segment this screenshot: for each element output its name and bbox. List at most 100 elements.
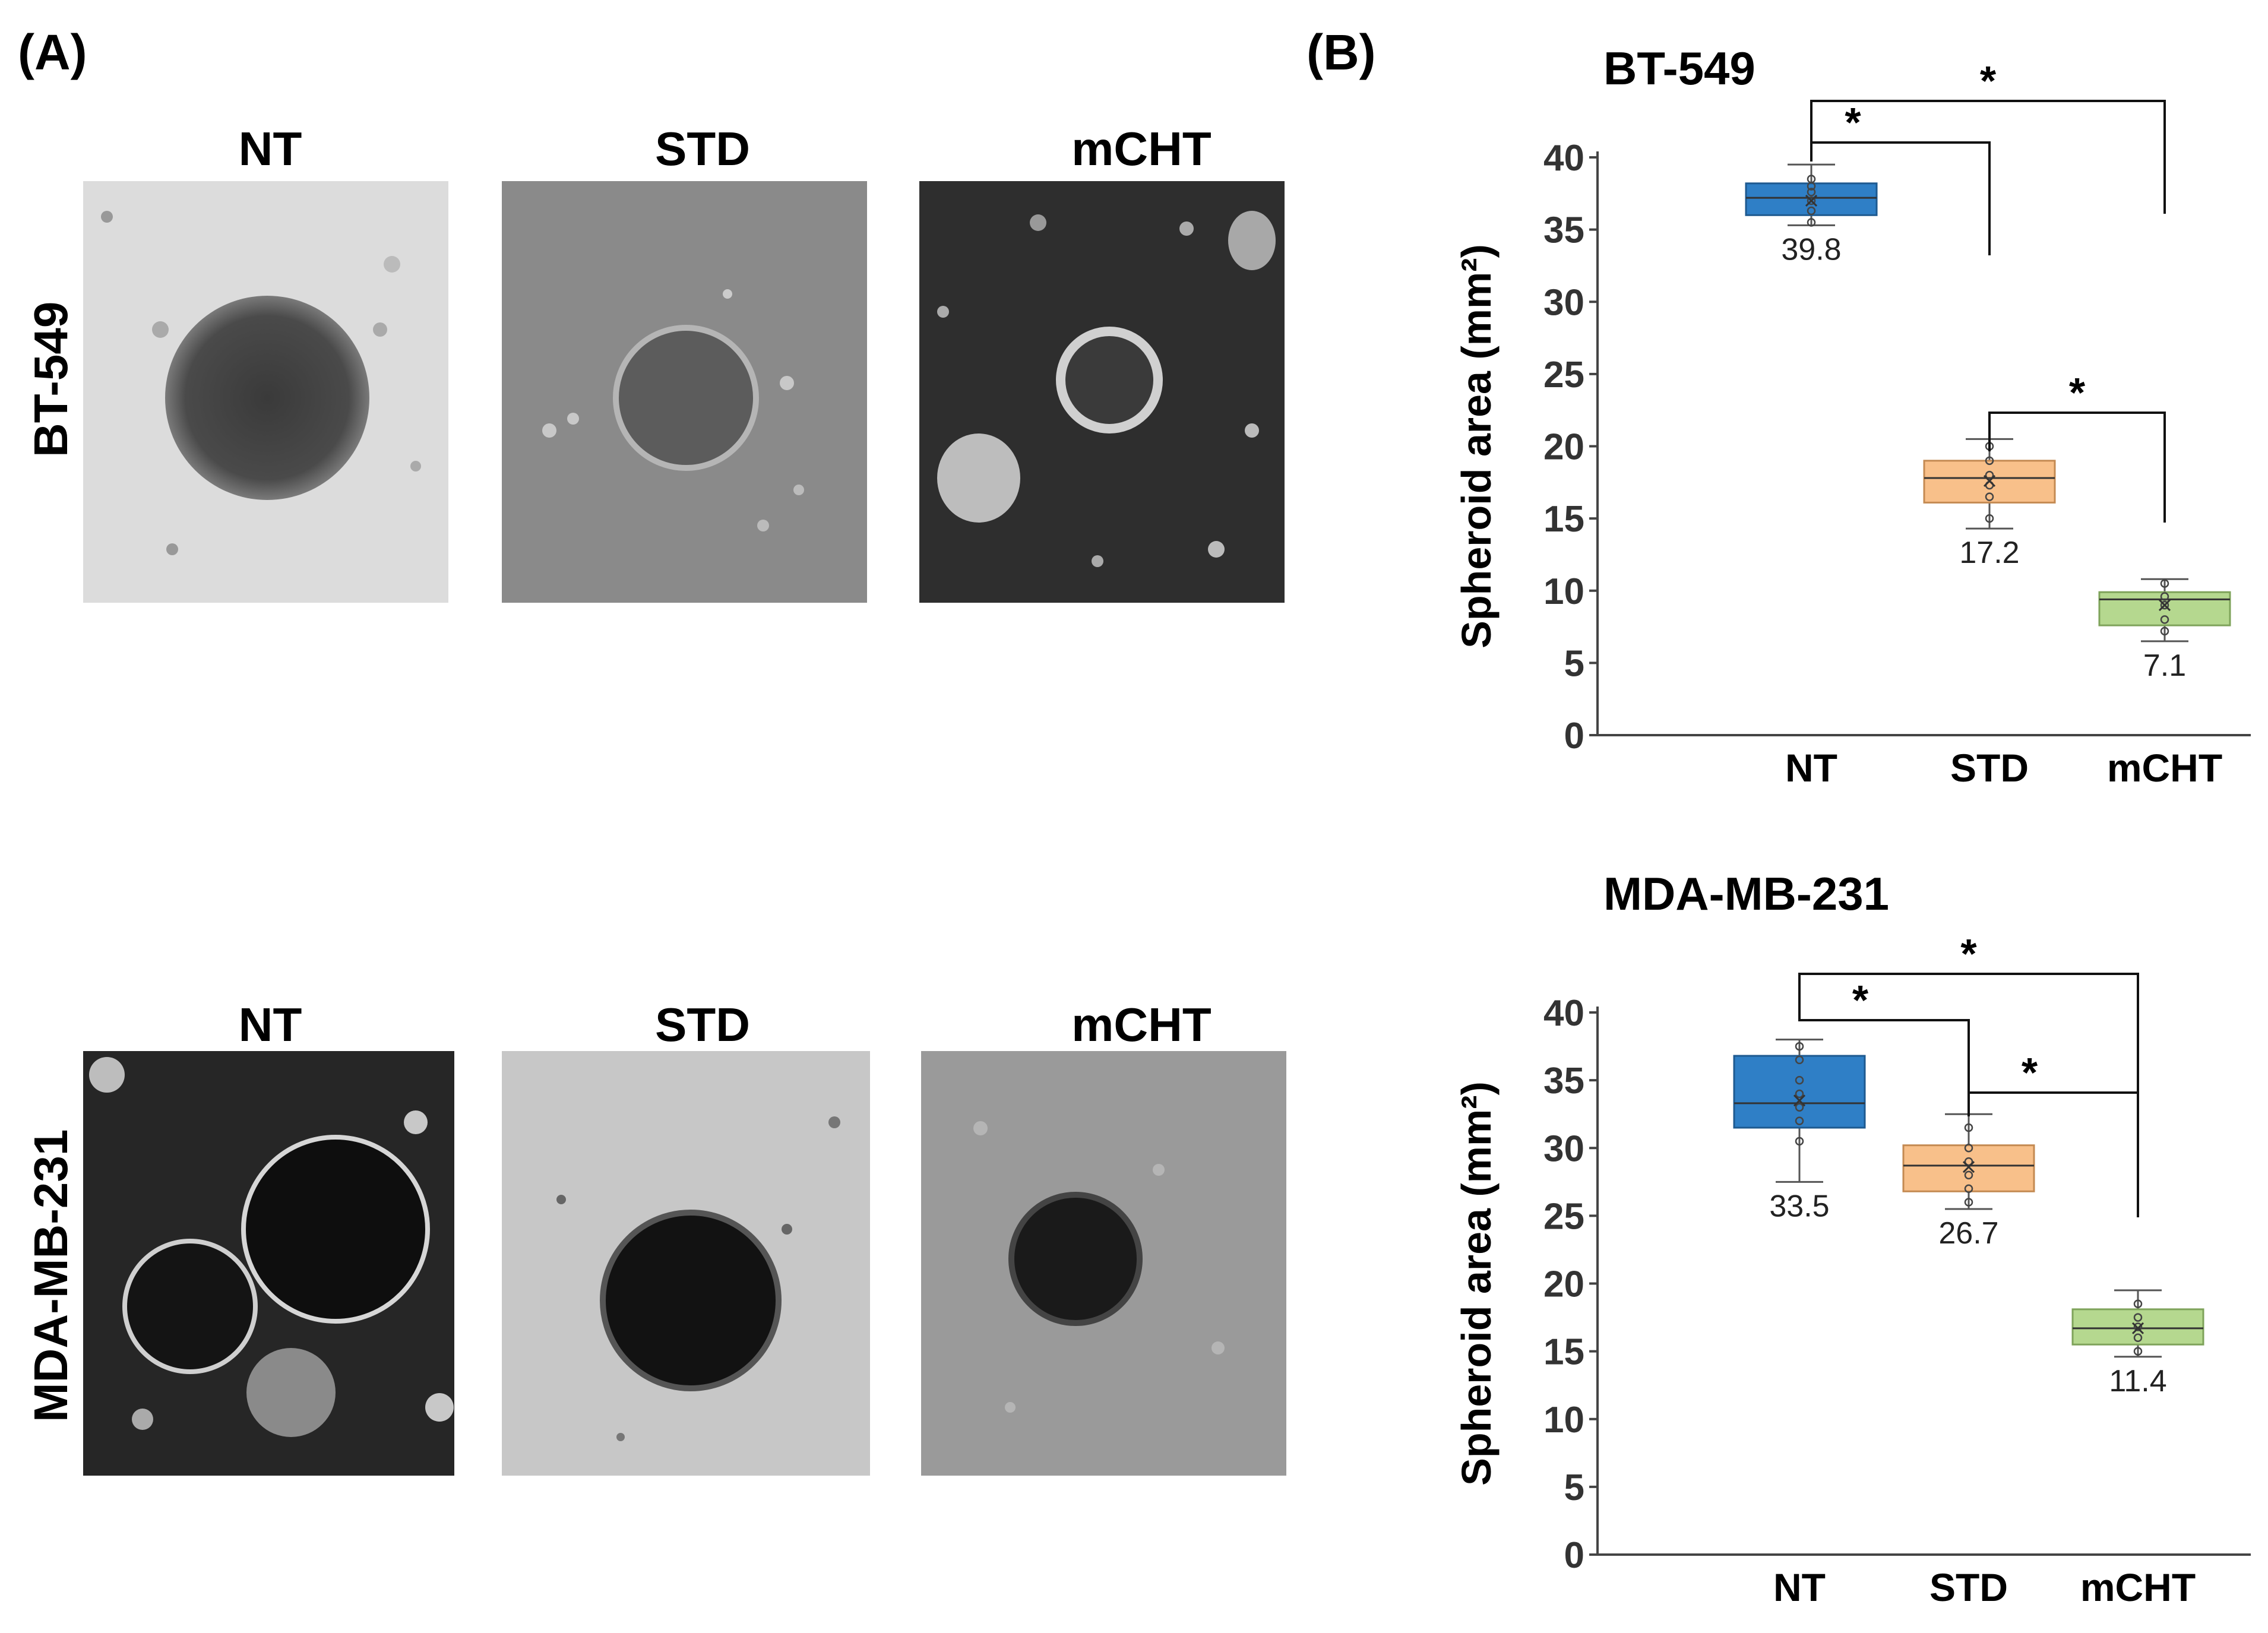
chart2-y-tick-label: 10	[1543, 1400, 1584, 1441]
chart1-y-axis-label: Spheroid area (mm²)	[1453, 244, 1500, 648]
chart2-data-point	[2133, 1322, 2143, 1331]
chart2-y-tick-label: 20	[1543, 1264, 1584, 1305]
micrograph-mda-nt	[83, 1051, 454, 1476]
chart2-data-point	[1964, 1198, 1973, 1207]
chart2-y-axis-label: Spheroid area (mm²)	[1453, 1081, 1500, 1486]
chart2-value-label: 33.5	[1769, 1189, 1829, 1223]
chart2-data-point	[1795, 1089, 1804, 1099]
chart2-significance-bracket	[1968, 1091, 2139, 1217]
chart2-mean-marker	[2131, 1322, 2144, 1334]
chart2-data-point	[1964, 1184, 1973, 1193]
chart1-y-tick-label: 25	[1543, 355, 1584, 395]
chart1-y-tick-label: 40	[1543, 138, 1584, 179]
boxplot-chart-mda-mb-231: MDA-MB-231 Spheroid area (mm²) 0 5 10 15 20 25 3…	[1453, 868, 2251, 1609]
chart2-y-tick-label: 15	[1543, 1332, 1584, 1373]
chart2-box-std	[1902, 1144, 2035, 1192]
chart2-data-point	[2133, 1313, 2143, 1322]
chart2-significance-star: *	[1852, 977, 1869, 1023]
row-label-mda-mb-231: MDA-MB-231	[24, 1129, 77, 1422]
chart1-y-tick-label: 35	[1543, 210, 1584, 251]
chart2-data-point	[1795, 1042, 1804, 1051]
row-label-bt549: BT-549	[24, 301, 77, 457]
chart2-data-point	[1795, 1075, 1804, 1085]
chart1-value-label: 17.2	[1959, 536, 2019, 570]
chart2-value-label: 11.4	[2109, 1364, 2166, 1398]
chart2-data-point	[2133, 1347, 2143, 1356]
chart1-significance-bracket	[1810, 100, 2166, 214]
chart1-y-tick-label: 15	[1543, 499, 1584, 540]
chart1-data-point	[1807, 218, 1816, 227]
column-label-nt-row2: NT	[238, 998, 302, 1051]
chart2-title: MDA-MB-231	[1603, 868, 1889, 920]
micrograph-bt549-std	[502, 181, 867, 603]
chart1-data-point	[1807, 196, 1816, 205]
chart2-y-tick-label: 25	[1543, 1196, 1584, 1237]
chart2-mean-marker	[1793, 1094, 1806, 1107]
chart2-value-label: 26.7	[1938, 1216, 1998, 1251]
chart2-data-point	[1964, 1144, 1973, 1153]
chart2-data-point	[1964, 1157, 1973, 1166]
chart1-data-point	[1807, 206, 1816, 216]
chart1-mean-marker	[2158, 599, 2171, 612]
chart2-y-tick-label: 5	[1564, 1467, 1584, 1508]
panel-b-label: (B)	[1307, 24, 1376, 80]
chart1-data-point	[1985, 514, 1994, 523]
chart2-significance-bracket	[1798, 973, 2139, 1102]
chart1-x-tick-label: STD	[1950, 746, 2029, 790]
chart1-significance-bracket	[1988, 412, 2166, 523]
chart2-data-point	[1964, 1170, 1973, 1180]
chart2-significance-star: *	[2022, 1049, 2038, 1096]
chart2-data-point	[1795, 1055, 1804, 1065]
chart1-y-tick-label: 0	[1564, 716, 1584, 757]
chart1-data-point	[2160, 579, 2169, 588]
chart2-x-tick-label: mCHT	[2080, 1565, 2196, 1609]
boxplot-chart-bt549: BT-549 Spheroid area (mm²) 0 5 10 15 20 25 30 35 4…	[1453, 42, 2251, 790]
chart1-significance-star: *	[2069, 369, 2086, 416]
chart1-data-point	[1807, 188, 1816, 197]
column-label-mcht-row2: mCHT	[1071, 998, 1212, 1051]
micrograph-bt549-mcht	[919, 181, 1285, 603]
chart1-value-label: 39.8	[1781, 232, 1841, 267]
chart1-box-nt	[1745, 182, 1878, 216]
chart1-data-point	[2160, 600, 2169, 610]
column-label-mcht: mCHT	[1071, 122, 1212, 175]
chart1-y-tick-label: 30	[1543, 282, 1584, 323]
chart2-x-tick-label: NT	[1773, 1565, 1826, 1609]
micrograph-mda-mcht	[921, 1051, 1286, 1476]
column-label-std: STD	[655, 122, 750, 175]
chart1-data-point	[1985, 470, 1994, 480]
chart1-y-tick-label: 20	[1543, 427, 1584, 468]
chart1-significance-star: *	[1980, 58, 1997, 104]
chart1-data-point	[1985, 456, 1994, 466]
chart2-data-point	[1795, 1137, 1804, 1146]
chart1-data-point	[1985, 492, 1994, 501]
chart1-x-tick-label: NT	[1785, 746, 1837, 790]
chart2-mean-marker	[1962, 1161, 1975, 1173]
chart2-data-point	[2133, 1333, 2143, 1343]
chart2-y-tick-label: 30	[1543, 1128, 1584, 1169]
chart2-data-point	[1964, 1123, 1973, 1132]
chart2-significance-bracket	[1798, 996, 1970, 1116]
panel-a-label: (A)	[18, 24, 87, 80]
chart2-x-tick-label: STD	[1929, 1565, 2008, 1609]
chart2-data-point	[1795, 1116, 1804, 1125]
chart2-y-tick-label: 35	[1543, 1061, 1584, 1102]
chart2-y-tick-label: 0	[1564, 1535, 1584, 1576]
chart1-significance-star: *	[1845, 99, 1861, 145]
chart1-mean-marker	[1805, 194, 1818, 207]
chart2-box-nt	[1733, 1055, 1866, 1129]
chart1-significance-bracket	[1810, 141, 1991, 255]
chart1-mean-marker	[1983, 474, 1996, 487]
chart2-y-tick-label: 40	[1543, 993, 1584, 1034]
chart1-y-tick-label: 5	[1564, 643, 1584, 684]
column-label-nt: NT	[238, 122, 302, 175]
chart1-title: BT-549	[1603, 42, 1755, 94]
chart2-data-point	[1795, 1103, 1804, 1112]
chart1-x-tick-label: mCHT	[2107, 746, 2222, 790]
chart1-value-label: 7.1	[2143, 648, 2186, 683]
chart1-y-tick-label: 10	[1543, 571, 1584, 612]
chart1-data-point	[2160, 615, 2169, 624]
chart1-data-point	[2160, 626, 2169, 636]
chart2-data-point	[2133, 1299, 2143, 1308]
column-label-std-row2: STD	[655, 998, 750, 1051]
